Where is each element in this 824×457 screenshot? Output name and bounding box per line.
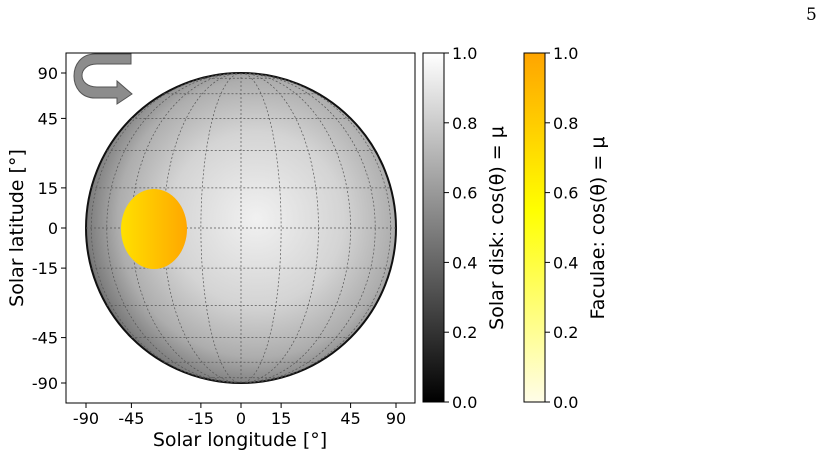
colorbar-faculae	[523, 52, 546, 403]
colorbar-tick-label: 1.0	[452, 44, 477, 63]
y-tick-label: 0	[48, 219, 58, 238]
x-tick-label: 90	[386, 409, 406, 428]
grid-longitude-line	[240, 73, 351, 383]
facula-region	[121, 189, 187, 269]
grid-longitude-line	[240, 73, 319, 383]
colorbar-tick-label: 0.0	[452, 393, 477, 412]
colorbar-tick-label: 0.4	[452, 253, 477, 272]
colorbar-tick-label: 0.2	[452, 323, 477, 342]
colorbar-solar-disk	[422, 52, 445, 403]
y-tick-label: 90	[38, 64, 58, 83]
colorbar-tick-label: 0.8	[452, 114, 477, 133]
grid-lines	[86, 73, 396, 383]
colorbar-tick-label: 0.6	[452, 184, 477, 203]
y-tick-label: -15	[32, 259, 58, 278]
y-tick-label: -90	[32, 374, 58, 393]
colorbar-tick-label: 0.4	[553, 253, 578, 272]
y-tick-label: 15	[38, 179, 58, 198]
y-tick-label: 45	[38, 109, 58, 128]
y-axis-label: Solar latitude [°]	[6, 149, 28, 307]
colorbar-faculae-label: Faculae: cos(θ) = μ	[587, 137, 609, 320]
x-tick-label: 0	[236, 409, 246, 428]
y-tick-label: -45	[32, 329, 58, 348]
x-tick-label: -15	[188, 409, 214, 428]
rotation-arrow-icon	[73, 53, 133, 105]
x-axis-label: Solar longitude [°]	[153, 429, 327, 451]
colorbar-solar-disk-label: Solar disk: cos(θ) = μ	[486, 126, 508, 330]
colorbar-tick-label: 0.0	[553, 393, 578, 412]
colorbar-tick-label: 0.8	[553, 114, 578, 133]
colorbar-tick-label: 1.0	[553, 44, 578, 63]
x-tick-label: -90	[73, 409, 99, 428]
x-tick-label: -45	[118, 409, 144, 428]
grid-longitude-line	[163, 73, 242, 383]
y-axis-ticks: 90 45 15 0 -15 -45 -90	[32, 64, 66, 393]
grid-longitude-line	[106, 73, 242, 383]
colorbar-faculae-ticks: 0.0 0.2 0.4 0.6 0.8 1.0	[545, 44, 578, 412]
colorbar-tick-label: 0.2	[553, 323, 578, 342]
x-tick-label: 15	[271, 409, 291, 428]
x-axis-ticks: -90 -45 -15 0 15 45 90	[73, 403, 406, 428]
page-number: 5	[806, 5, 817, 25]
colorbar-tick-label: 0.6	[553, 184, 578, 203]
grid-longitude-line	[240, 73, 376, 383]
x-tick-label: 45	[340, 409, 360, 428]
colorbar-solar-disk-ticks: 0.0 0.2 0.4 0.6 0.8 1.0	[444, 44, 477, 412]
